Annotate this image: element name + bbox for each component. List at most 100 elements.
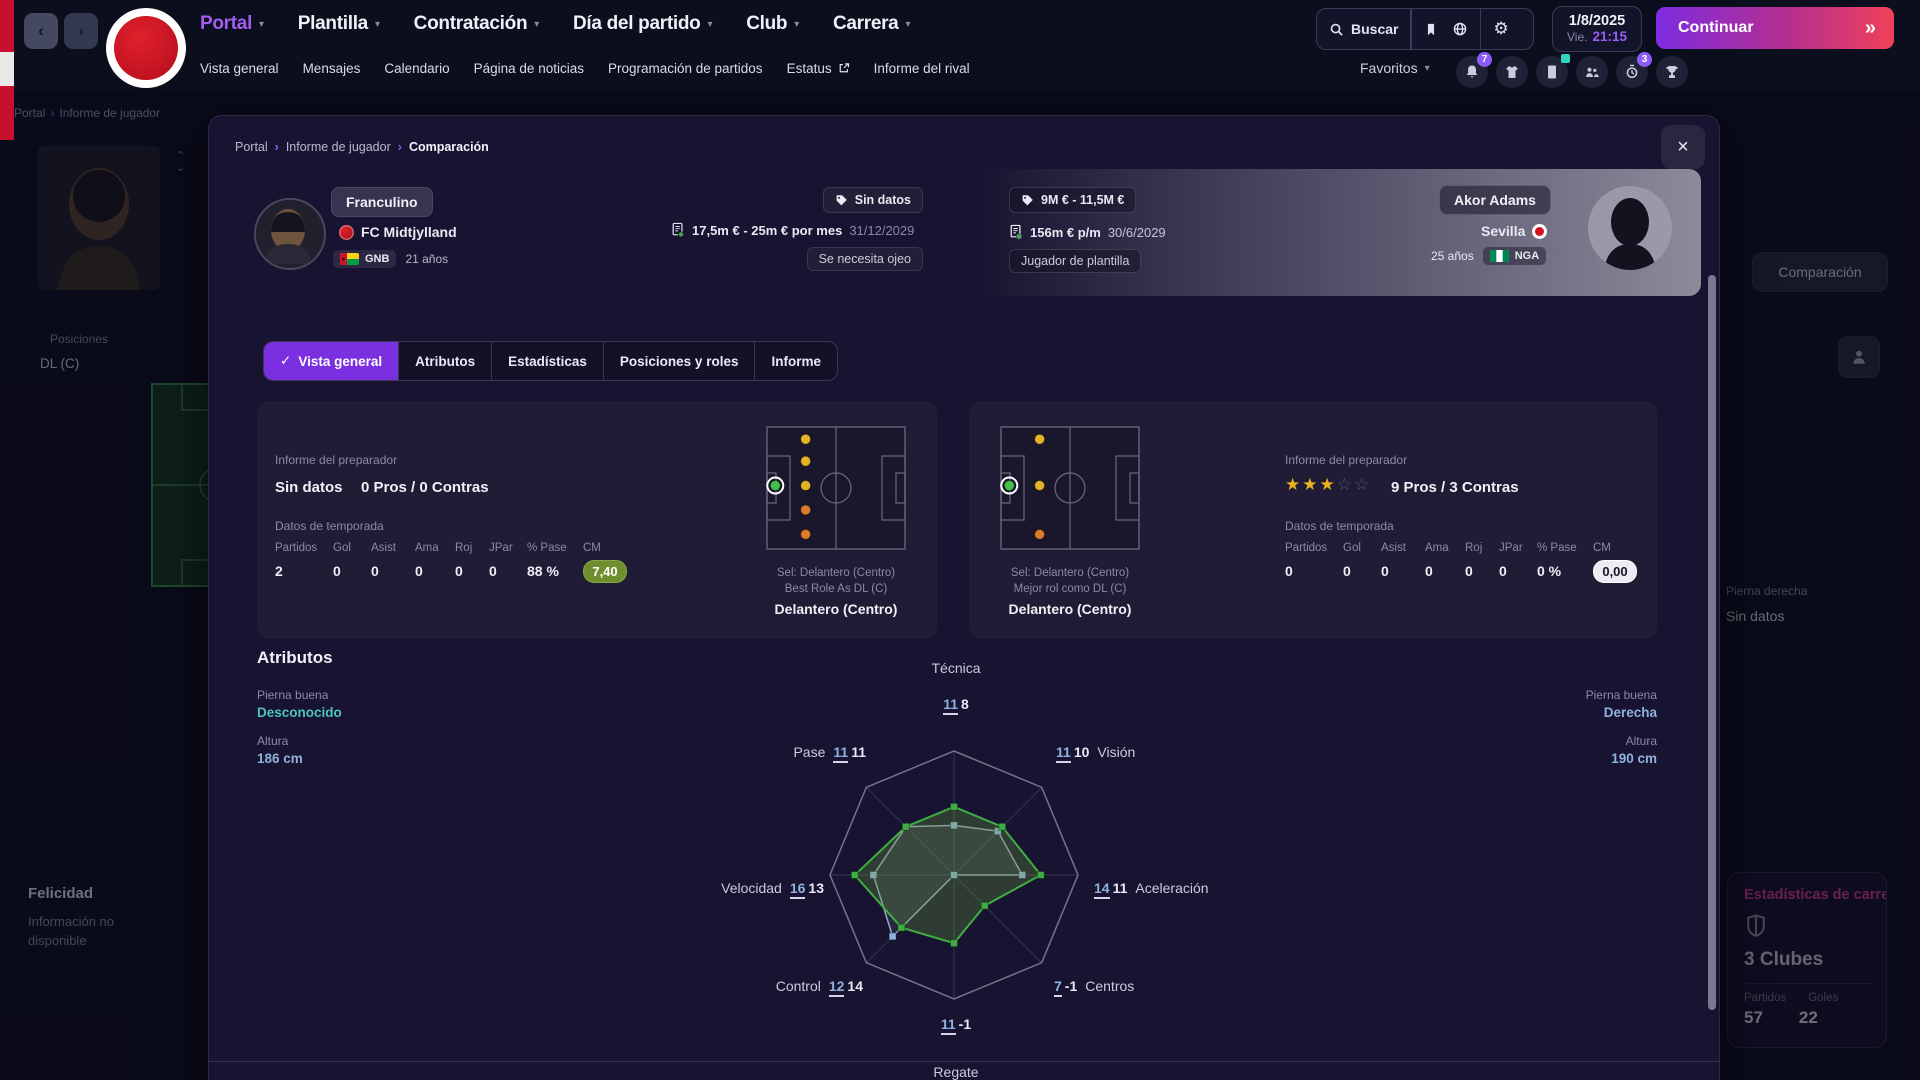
- player1-contract: 17,5m € - 25m € por mes 31/12/2029: [671, 222, 914, 238]
- player1-nationality: GNB: [333, 250, 397, 268]
- radar-value-player2: 13: [808, 880, 824, 896]
- radar-value-player2: 11: [851, 744, 866, 760]
- nav-item-portal[interactable]: Portal ▾: [200, 13, 264, 35]
- subnav-item-estatus[interactable]: Estatus: [787, 61, 850, 76]
- sub-nav: Vista general Mensajes Calendario Página de…: [200, 48, 970, 88]
- tab-estadísticas[interactable]: Estadísticas: [492, 342, 604, 380]
- player2-name[interactable]: Akor Adams: [1439, 185, 1551, 215]
- star-icon: ★: [1302, 475, 1320, 494]
- badge-dot: [1561, 54, 1570, 63]
- radar-axis-velocidad: Velocidad 16 13: [721, 880, 824, 899]
- stat-value: 0: [1465, 563, 1473, 579]
- player1-club[interactable]: FC Midtjylland: [339, 224, 457, 240]
- stat-col-label: JPar: [489, 542, 513, 554]
- season-stats-header: Partidos Gol Asist Ama Roj JPar % Pase CM: [275, 542, 629, 554]
- notifications-button[interactable]: 7: [1456, 52, 1492, 88]
- training-button[interactable]: 3: [1616, 52, 1652, 88]
- tab-label: Vista general: [298, 353, 383, 369]
- subnav-item-label: Mensajes: [302, 60, 361, 76]
- player1-attr-summary: Pierna buena Desconocido Altura 186 cm: [257, 688, 477, 780]
- star-icon: ★: [1319, 475, 1337, 494]
- radar-values: 14 11: [1094, 880, 1127, 899]
- radar-value-player2: 8: [961, 696, 969, 712]
- nav-item-contratación[interactable]: Contratación ▾: [414, 13, 540, 35]
- subnav-item-calendario[interactable]: Calendario: [384, 61, 449, 76]
- tab-vista-general[interactable]: ✓ Vista general: [264, 342, 400, 380]
- player2-photo[interactable]: [1588, 186, 1672, 270]
- nav-item-plantilla[interactable]: Plantilla ▾: [298, 13, 380, 35]
- club-logo[interactable]: [106, 8, 186, 88]
- player1-position-pitch: [763, 419, 909, 559]
- season-data-label: Datos de temporada: [1285, 519, 1394, 533]
- contract-icon: [1010, 224, 1023, 240]
- continue-label: Continuar: [1678, 19, 1754, 36]
- close-button[interactable]: ×: [1661, 125, 1705, 169]
- trophy-button[interactable]: [1656, 56, 1688, 88]
- radar-category-label: Técnica: [931, 660, 981, 676]
- shirt-button[interactable]: [1496, 56, 1528, 88]
- stat-col-label: Ama: [415, 542, 439, 554]
- chevron-down-icon: ▾: [707, 18, 713, 30]
- subnav-item-programación-de-partidos[interactable]: Programación de partidos: [608, 61, 763, 76]
- radar-value-player2: 10: [1073, 744, 1090, 760]
- subnav-item-mensajes[interactable]: Mensajes: [303, 61, 361, 76]
- breadcrumb-item[interactable]: Informe de jugador: [285, 140, 391, 154]
- tab-atributos[interactable]: Atributos: [399, 342, 493, 380]
- date-value: 1/8/2025: [1568, 12, 1626, 29]
- chevron-down-icon: ▾: [259, 18, 264, 30]
- tab-informe[interactable]: Informe: [755, 342, 837, 380]
- chevron-down-icon: ▾: [374, 18, 380, 30]
- coach-rating-text: Sin datos: [275, 479, 343, 496]
- stat-col-label: CM: [1593, 542, 1611, 554]
- player2-height: 190 cm: [1611, 751, 1657, 766]
- modal-scrollbar[interactable]: [1708, 275, 1716, 1010]
- badge-count: 3: [1637, 52, 1652, 67]
- bookmark-icon[interactable]: [1424, 22, 1438, 37]
- forward-button[interactable]: ›: [64, 13, 98, 49]
- breadcrumb-item[interactable]: Comparación: [408, 140, 489, 154]
- player1-value-tag: Sin datos: [822, 187, 923, 213]
- tab-label: Atributos: [415, 353, 476, 369]
- back-button[interactable]: ‹: [24, 13, 58, 49]
- coach-star-rating: ★★★☆☆: [1285, 475, 1371, 495]
- radar-value-player1: 7: [1054, 978, 1062, 997]
- continue-button[interactable]: Continuar »: [1656, 7, 1894, 49]
- nav-item-día-del-partido[interactable]: Día del partido ▾: [573, 13, 712, 35]
- globe-icon[interactable]: [1452, 21, 1468, 37]
- stat-col-label: JPar: [1499, 542, 1523, 554]
- tab-label: Posiciones y roles: [619, 353, 739, 369]
- player2-nat-age: 25 años NGA: [1431, 247, 1547, 265]
- favorites-dropdown[interactable]: Favoritos ▾: [1360, 60, 1430, 76]
- tab-posiciones-y-roles[interactable]: Posiciones y roles: [604, 342, 756, 380]
- inbox-button[interactable]: [1536, 54, 1570, 88]
- inbox-icon: [1544, 64, 1560, 80]
- breadcrumb-item[interactable]: Portal: [235, 140, 268, 154]
- subnav-item-vista-general[interactable]: Vista general: [200, 61, 279, 76]
- subnav-item-página-de-noticias[interactable]: Página de noticias: [474, 61, 584, 76]
- nav-item-label: Plantilla: [297, 13, 368, 34]
- radar-axis-regate-values: 11 -1: [656, 1016, 1256, 1035]
- chevron-down-icon: ▾: [905, 18, 911, 30]
- stat-value: 0: [371, 563, 379, 579]
- radar-category-label: Visión: [1097, 744, 1136, 760]
- nav-item-carrera[interactable]: Carrera ▾: [833, 13, 911, 35]
- breadcrumb-separator: ›: [274, 140, 279, 154]
- day-label: Vie.: [1567, 30, 1588, 45]
- radar-values: 11 11: [833, 744, 866, 763]
- player2-club[interactable]: Sevilla: [1481, 223, 1548, 239]
- staff-button[interactable]: [1576, 56, 1608, 88]
- season-stats-values: 0 0 0 0 0 0 0 % 0,00: [1285, 560, 1639, 583]
- player1-name[interactable]: Franculino: [331, 187, 433, 217]
- tab-label: Estadísticas: [508, 353, 587, 369]
- radar-category-label: Regate: [933, 1064, 979, 1080]
- game-date[interactable]: 1/8/2025 Vie. 21:15: [1552, 6, 1642, 52]
- search-button[interactable]: Buscar: [1317, 9, 1410, 49]
- subnav-item-informe-del-rival[interactable]: Informe del rival: [874, 61, 970, 76]
- player1-photo[interactable]: [254, 198, 326, 270]
- settings-button[interactable]: ⚙: [1481, 9, 1520, 49]
- attributes-radar-chart: Técnica 11 8 11 10 Visión 14 11 Aceleración 7 -1 Ce…: [656, 656, 1256, 1080]
- nav-item-club[interactable]: Club ▾: [746, 13, 799, 35]
- radar-values: 11 -1: [940, 1016, 971, 1035]
- notifications-icon: [1464, 64, 1480, 80]
- training-icon: [1624, 64, 1640, 80]
